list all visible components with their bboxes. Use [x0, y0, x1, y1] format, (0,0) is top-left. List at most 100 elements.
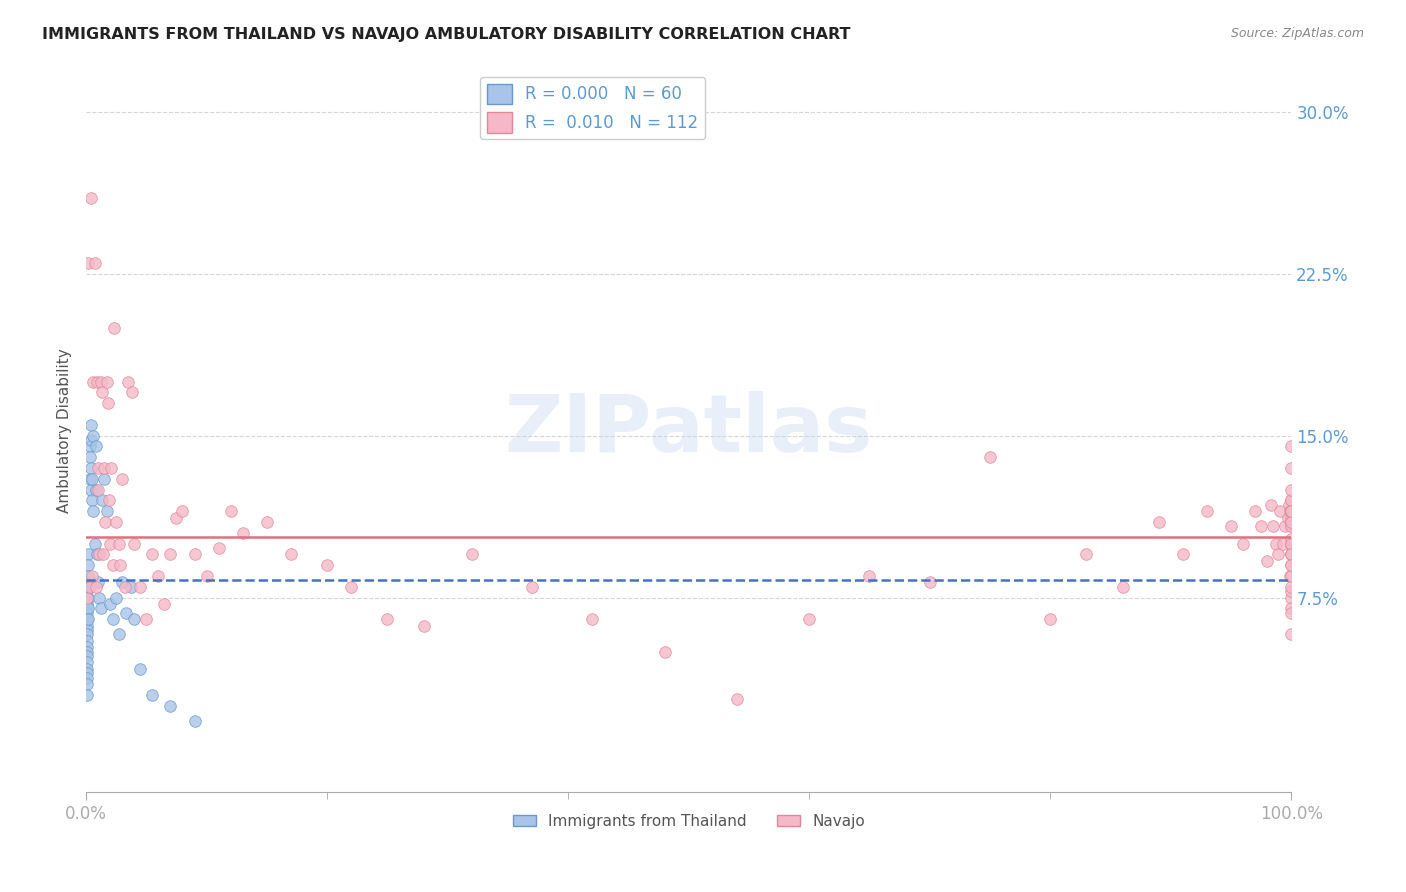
Point	[100, 461, 122, 475]
Point	[84, 580, 107, 594]
Point	[1279, 606, 1302, 620]
Point	[107, 627, 129, 641]
Point	[129, 662, 152, 676]
Point	[76, 575, 98, 590]
Point	[918, 575, 941, 590]
Point	[120, 580, 142, 594]
Point	[1279, 493, 1302, 508]
Point	[1279, 548, 1302, 562]
Point	[183, 714, 205, 728]
Point	[725, 692, 748, 706]
Point	[101, 612, 124, 626]
Point	[166, 510, 188, 524]
Point	[129, 580, 152, 594]
Point	[93, 472, 115, 486]
Point	[1279, 580, 1302, 594]
Point	[76, 640, 98, 655]
Point	[141, 688, 163, 702]
Point	[1279, 510, 1302, 524]
Point	[76, 688, 98, 702]
Point	[76, 644, 98, 658]
Point	[1244, 504, 1267, 518]
Point	[1279, 548, 1302, 562]
Point	[340, 580, 363, 594]
Point	[1279, 536, 1302, 550]
Point	[520, 580, 543, 594]
Point	[76, 677, 98, 691]
Point	[208, 541, 231, 555]
Point	[115, 606, 138, 620]
Point	[1279, 533, 1302, 547]
Point	[1220, 519, 1243, 533]
Point	[82, 375, 104, 389]
Point	[86, 375, 108, 389]
Point	[858, 569, 880, 583]
Point	[83, 256, 105, 270]
Point	[89, 591, 111, 605]
Point	[1256, 554, 1278, 568]
Point	[108, 558, 131, 573]
Point	[98, 536, 121, 550]
Y-axis label: Ambulatory Disability: Ambulatory Disability	[58, 348, 72, 513]
Point	[94, 515, 117, 529]
Point	[87, 575, 110, 590]
Point	[799, 612, 821, 626]
Point	[76, 612, 98, 626]
Point	[121, 385, 143, 400]
Point	[90, 375, 112, 389]
Point	[76, 666, 98, 681]
Point	[1279, 558, 1302, 573]
Point	[979, 450, 1001, 465]
Point	[1279, 519, 1302, 533]
Point	[76, 656, 98, 670]
Point	[1277, 510, 1299, 524]
Point	[1250, 519, 1272, 533]
Point	[82, 569, 104, 583]
Point	[90, 385, 112, 400]
Point	[91, 548, 114, 562]
Point	[1039, 612, 1062, 626]
Point	[76, 597, 98, 611]
Point	[82, 504, 104, 518]
Point	[79, 439, 101, 453]
Point	[79, 472, 101, 486]
Point	[135, 612, 157, 626]
Point	[77, 580, 100, 594]
Point	[97, 396, 120, 410]
Point	[1171, 548, 1194, 562]
Point	[1279, 536, 1302, 550]
Point	[1232, 536, 1254, 550]
Point	[1279, 439, 1302, 453]
Point	[412, 618, 434, 632]
Point	[77, 601, 100, 615]
Point	[87, 461, 110, 475]
Legend: Immigrants from Thailand, Navajo: Immigrants from Thailand, Navajo	[506, 808, 870, 835]
Point	[76, 627, 98, 641]
Point	[654, 644, 676, 658]
Point	[76, 648, 98, 663]
Point	[219, 504, 242, 518]
Point	[76, 606, 98, 620]
Point	[77, 569, 100, 583]
Point	[124, 612, 146, 626]
Point	[76, 623, 98, 637]
Point	[80, 483, 103, 497]
Point	[1111, 580, 1133, 594]
Point	[1279, 584, 1302, 599]
Text: IMMIGRANTS FROM THAILAND VS NAVAJO AMBULATORY DISABILITY CORRELATION CHART: IMMIGRANTS FROM THAILAND VS NAVAJO AMBUL…	[42, 27, 851, 42]
Point	[1279, 627, 1302, 641]
Point	[79, 450, 101, 465]
Point	[1279, 504, 1302, 518]
Point	[96, 504, 118, 518]
Point	[101, 558, 124, 573]
Point	[159, 698, 181, 713]
Point	[1279, 504, 1302, 518]
Point	[77, 591, 100, 605]
Point	[77, 256, 100, 270]
Point	[1279, 536, 1302, 550]
Point	[1279, 504, 1302, 518]
Point	[1279, 504, 1302, 518]
Point	[1147, 515, 1170, 529]
Point	[1279, 515, 1302, 529]
Point	[1278, 498, 1301, 512]
